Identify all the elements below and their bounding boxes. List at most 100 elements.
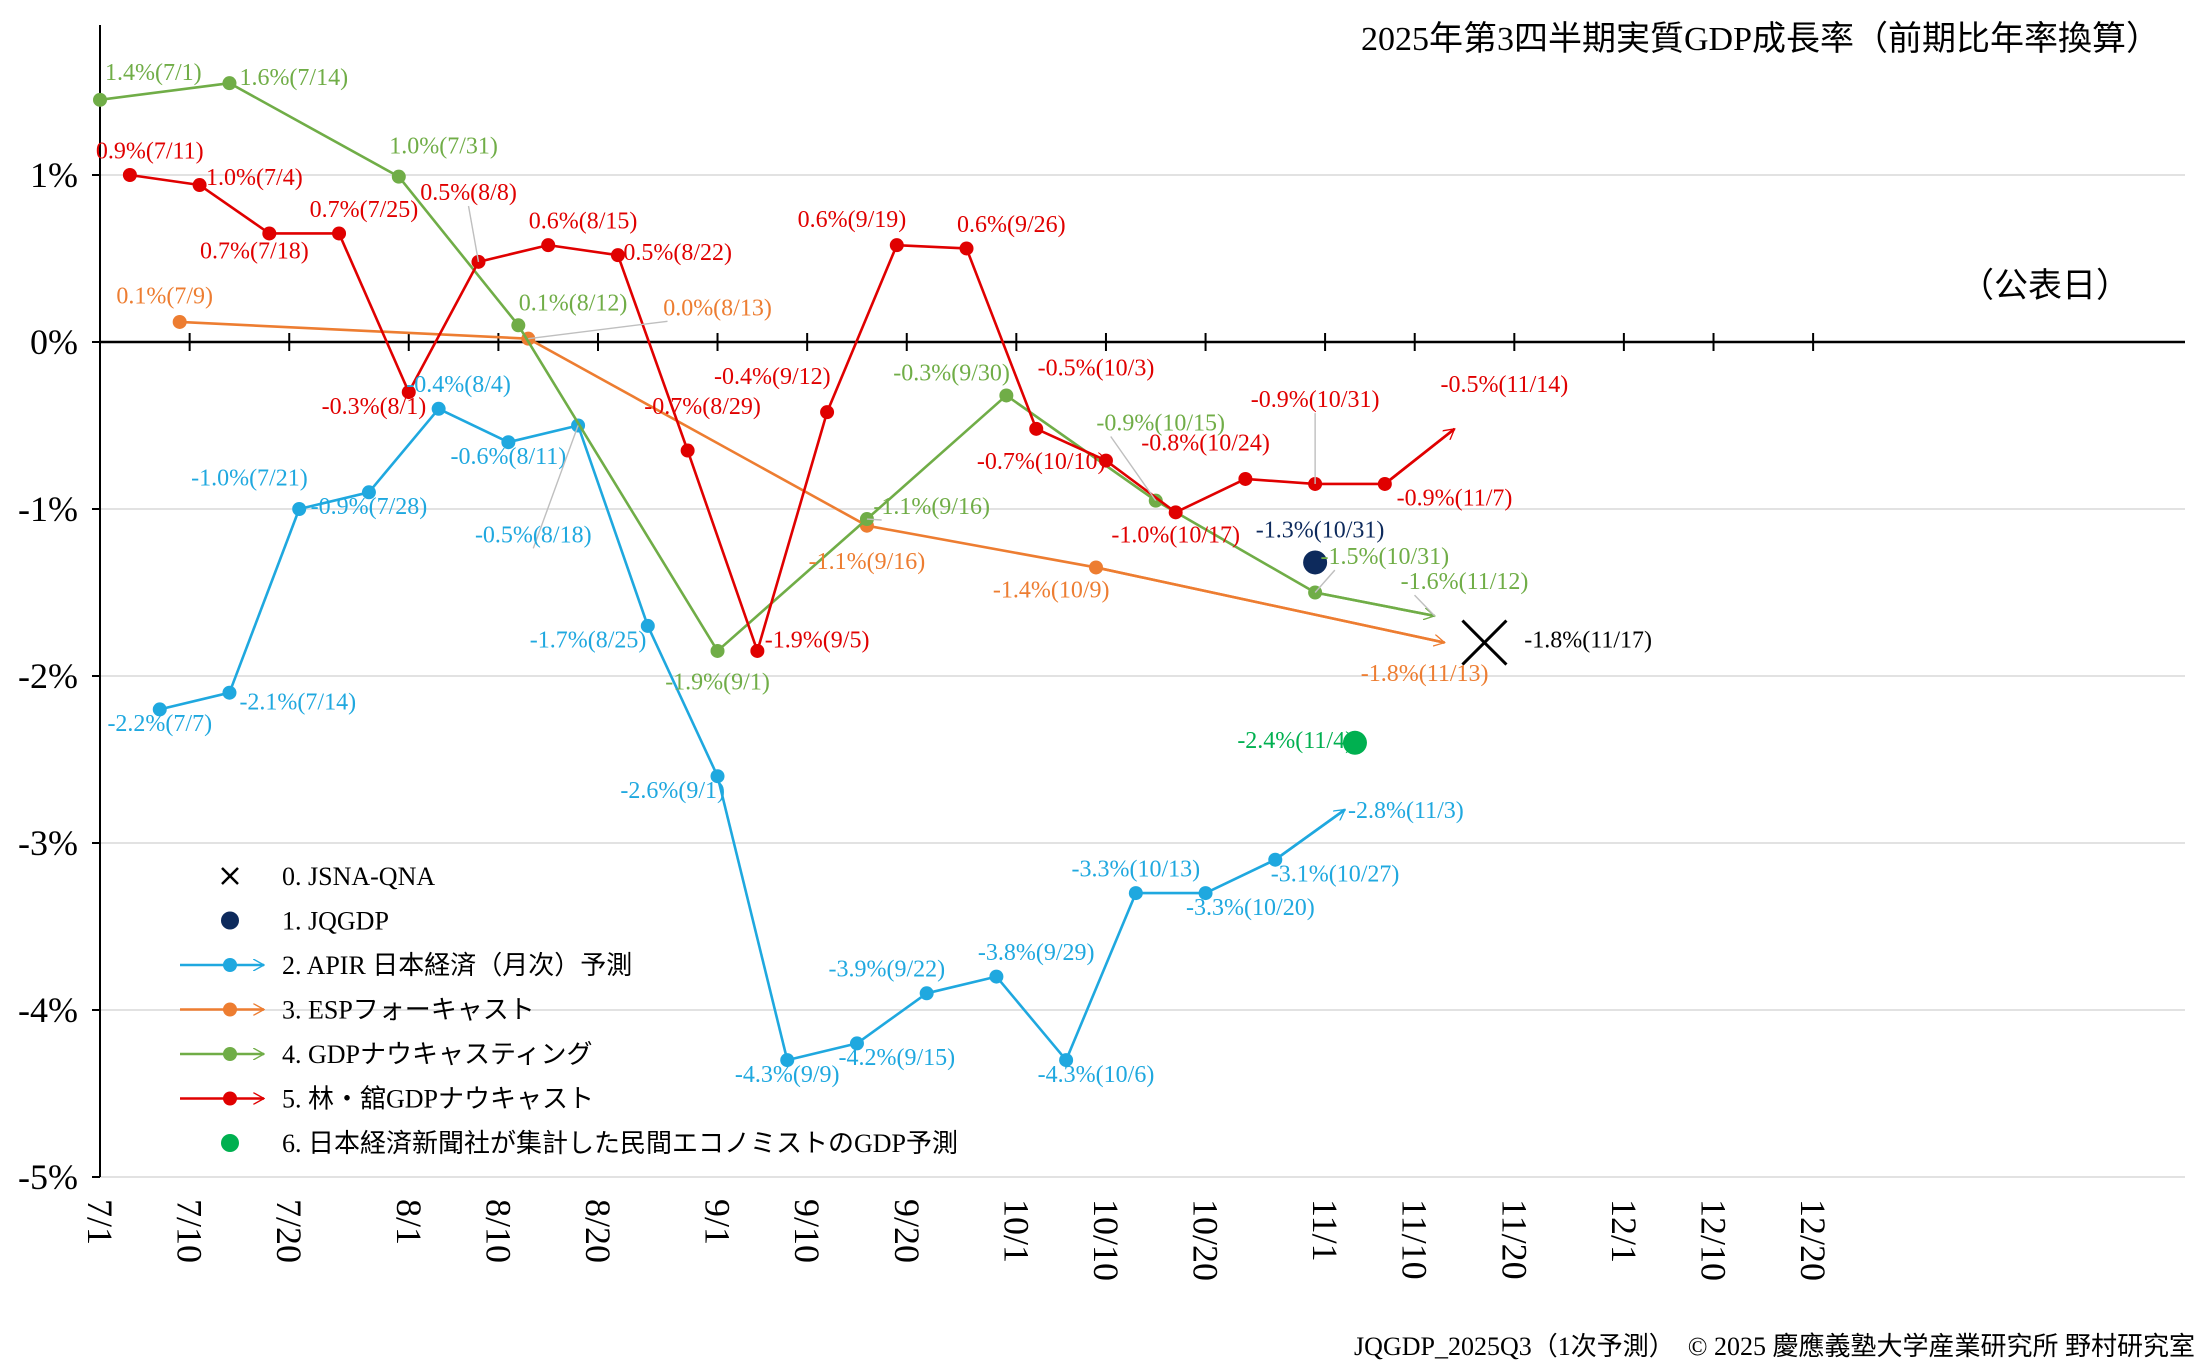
series-arrow	[1095, 566, 1445, 642]
legend-entry: 2. APIR 日本経済（月次）予測	[180, 951, 632, 980]
data-label: 0.7%(7/25)	[310, 197, 419, 223]
data-point	[262, 226, 277, 241]
axes: 1% 0% -1% -2% -3% -4% -5%7/1 7/10 7/20 8/1 8/10 8/2…	[18, 25, 2185, 1281]
y-tick-label: -3%	[18, 823, 78, 863]
data-label: -1.9%(9/5)	[765, 628, 870, 654]
data-label: 0.7%(7/18)	[200, 239, 309, 265]
data-point	[820, 405, 835, 420]
data-label: -3.8%(9/29)	[978, 940, 1095, 966]
data-label: -4.3%(9/9)	[735, 1062, 840, 1088]
x-tick-label: 9/1	[698, 1199, 738, 1245]
y-tick-label: 1%	[30, 155, 78, 195]
x-tick-label: 10/20	[1186, 1199, 1226, 1281]
data-point	[680, 443, 695, 458]
series-arrow	[1274, 808, 1345, 861]
legend-dot-icon	[223, 1002, 237, 1017]
data-label: -0.9%(10/31)	[1251, 387, 1380, 413]
data-label: -4.3%(10/6)	[1038, 1062, 1155, 1088]
legend-dot-icon	[223, 958, 237, 972]
data-point	[391, 169, 406, 184]
data-point	[222, 76, 237, 91]
data-point	[122, 168, 137, 182]
data-point	[501, 435, 516, 450]
legend-entry: 3. ESPフォーキャスト	[180, 996, 535, 1025]
data-point	[292, 502, 307, 516]
series-segment	[478, 243, 549, 264]
data-label: -1.9%(9/1)	[665, 669, 770, 695]
data-label: -0.9%(11/7)	[1397, 486, 1513, 512]
y-tick-label: -5%	[18, 1157, 78, 1197]
data-point	[172, 314, 187, 329]
data-point	[401, 385, 416, 400]
data-point	[780, 1053, 795, 1068]
data-label: -2.1%(7/14)	[239, 689, 356, 715]
data-label: -1.8%(11/13)	[1361, 661, 1489, 687]
data-point	[541, 238, 556, 253]
footer-credit: JQGDP_2025Q3（1次予測） © 2025 慶應義塾大学産業研究所 野村…	[1354, 1332, 2195, 1361]
series-segment	[438, 407, 509, 444]
legend-entry: 6. 日本経済新聞社が集計した民間エコノミストのGDP予測	[221, 1129, 958, 1158]
data-label: -0.7%(10/10)	[977, 449, 1106, 475]
series-segment	[856, 992, 928, 1045]
y-tick-label: -1%	[18, 489, 78, 529]
legend-label: 3. ESPフォーキャスト	[282, 996, 535, 1025]
series-segment	[298, 491, 370, 511]
series-segment	[1105, 459, 1177, 514]
y-tick-label: 0%	[30, 322, 78, 362]
data-point	[849, 1036, 864, 1051]
data-label: -0.6%(8/11)	[450, 444, 566, 470]
x-tick-label: 11/10	[1395, 1199, 1435, 1280]
jsna-cross-marker	[1461, 619, 1508, 666]
data-point	[610, 248, 625, 263]
data-point	[1098, 453, 1113, 468]
series-segment	[527, 337, 868, 527]
series-segment	[337, 232, 410, 393]
legend-label: 4. GDPナウキャスティング	[282, 1040, 592, 1069]
data-label: 0.9%(7/11)	[96, 138, 204, 164]
data-label: 0.5%(8/22)	[623, 240, 732, 266]
data-point	[750, 643, 765, 658]
legend: 0. JSNA-QNA 1. JQGDP 2. APIR 日本経済（月次）予測 3. …	[180, 862, 958, 1158]
data-point	[152, 702, 167, 717]
data-point	[999, 388, 1014, 403]
series-arrow	[1384, 427, 1455, 485]
x-tick-label: 7/10	[170, 1199, 210, 1263]
legend-dot-icon	[223, 1047, 237, 1061]
x-tick-label: 12/20	[1793, 1199, 1833, 1281]
data-label: 0.6%(8/15)	[529, 208, 638, 234]
data-point	[710, 643, 725, 658]
data-label: -1.6%(11/12)	[1401, 569, 1529, 595]
data-point	[1089, 560, 1103, 575]
series-segment	[1035, 427, 1107, 462]
x-tick-label: 7/1	[80, 1199, 120, 1245]
data-label: -0.3%(8/1)	[322, 394, 427, 420]
data-point	[1268, 852, 1283, 867]
data-label: -1.5%(10/31)	[1321, 544, 1450, 570]
x-tick-label: 8/20	[578, 1199, 618, 1263]
data-point	[1128, 886, 1143, 901]
data-label: 0.0%(8/13)	[663, 295, 772, 321]
data-label: -3.3%(10/13)	[1072, 856, 1201, 882]
data-label: -3.3%(10/20)	[1186, 895, 1315, 921]
data-label: 1.6%(7/14)	[239, 65, 348, 91]
series	[93, 76, 1508, 1068]
data-label: -0.5%(11/14)	[1440, 372, 1568, 398]
series-segment	[159, 691, 230, 711]
x-tick-label: 10/1	[996, 1199, 1036, 1263]
data-labels: -2.2%(7/7) -2.1%(7/14) -1.0%(7/21)-0.9%(7/…	[96, 60, 1652, 1088]
data-label: -1.3%(10/31)	[1256, 517, 1385, 543]
series-segment	[508, 424, 579, 444]
series-segment	[646, 625, 719, 777]
series-segment	[756, 411, 829, 652]
data-point	[1029, 421, 1044, 436]
legend-label: 6. 日本経済新聞社が集計した民間エコノミストのGDP予測	[282, 1129, 958, 1158]
data-point	[222, 685, 237, 700]
series-segment	[896, 243, 967, 250]
data-label: -1.1%(9/16)	[809, 549, 926, 575]
gridlines	[100, 174, 2185, 1178]
series-segment	[179, 320, 529, 340]
series-4	[93, 76, 1435, 658]
series-segment	[1064, 892, 1138, 1061]
series-segment	[716, 518, 868, 652]
